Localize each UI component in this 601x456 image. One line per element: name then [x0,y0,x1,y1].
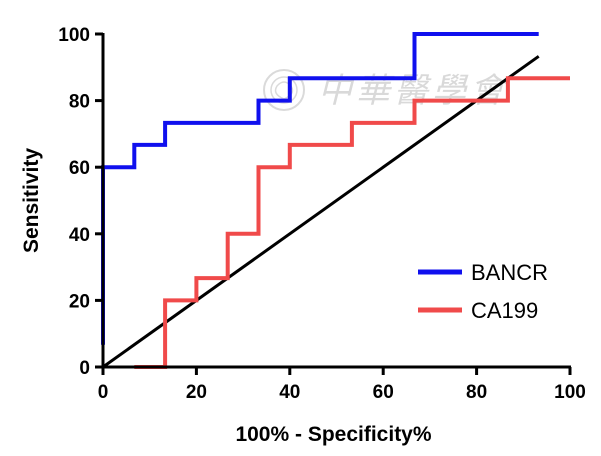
x-tick-label: 0 [98,382,109,403]
x-axis-title: 100% - Specificity% [235,423,431,446]
plot-area [101,32,570,369]
y-tick-label: 100 [58,25,90,46]
legend: BANCR CA199 [418,260,548,323]
seal-icon [263,69,305,111]
reference-line [102,55,540,369]
y-tick-label: 60 [69,158,90,179]
y-tick-label: 0 [79,358,90,379]
y-tick-label: 20 [69,291,90,312]
y-axis-title: Sensitivity [20,148,43,253]
legend-label: BANCR [471,260,548,285]
axes: 0 20 40 60 80 100 0 20 40 60 80 100 100% - Specifici… [20,25,586,446]
x-tick-label: 40 [279,382,300,403]
legend-item-ca199: CA199 [418,298,538,323]
legend-label: CA199 [471,298,538,323]
x-tick-label: 60 [373,382,394,403]
y-tick-label: 80 [69,92,90,113]
series-line-ca199 [134,76,570,369]
x-tick-label: 20 [186,382,207,403]
y-tick-label: 40 [69,225,90,246]
series-line-bancr [101,32,539,345]
legend-item-bancr: BANCR [418,260,548,285]
x-tick-label: 80 [466,382,487,403]
x-tick-label: 100 [554,382,586,403]
